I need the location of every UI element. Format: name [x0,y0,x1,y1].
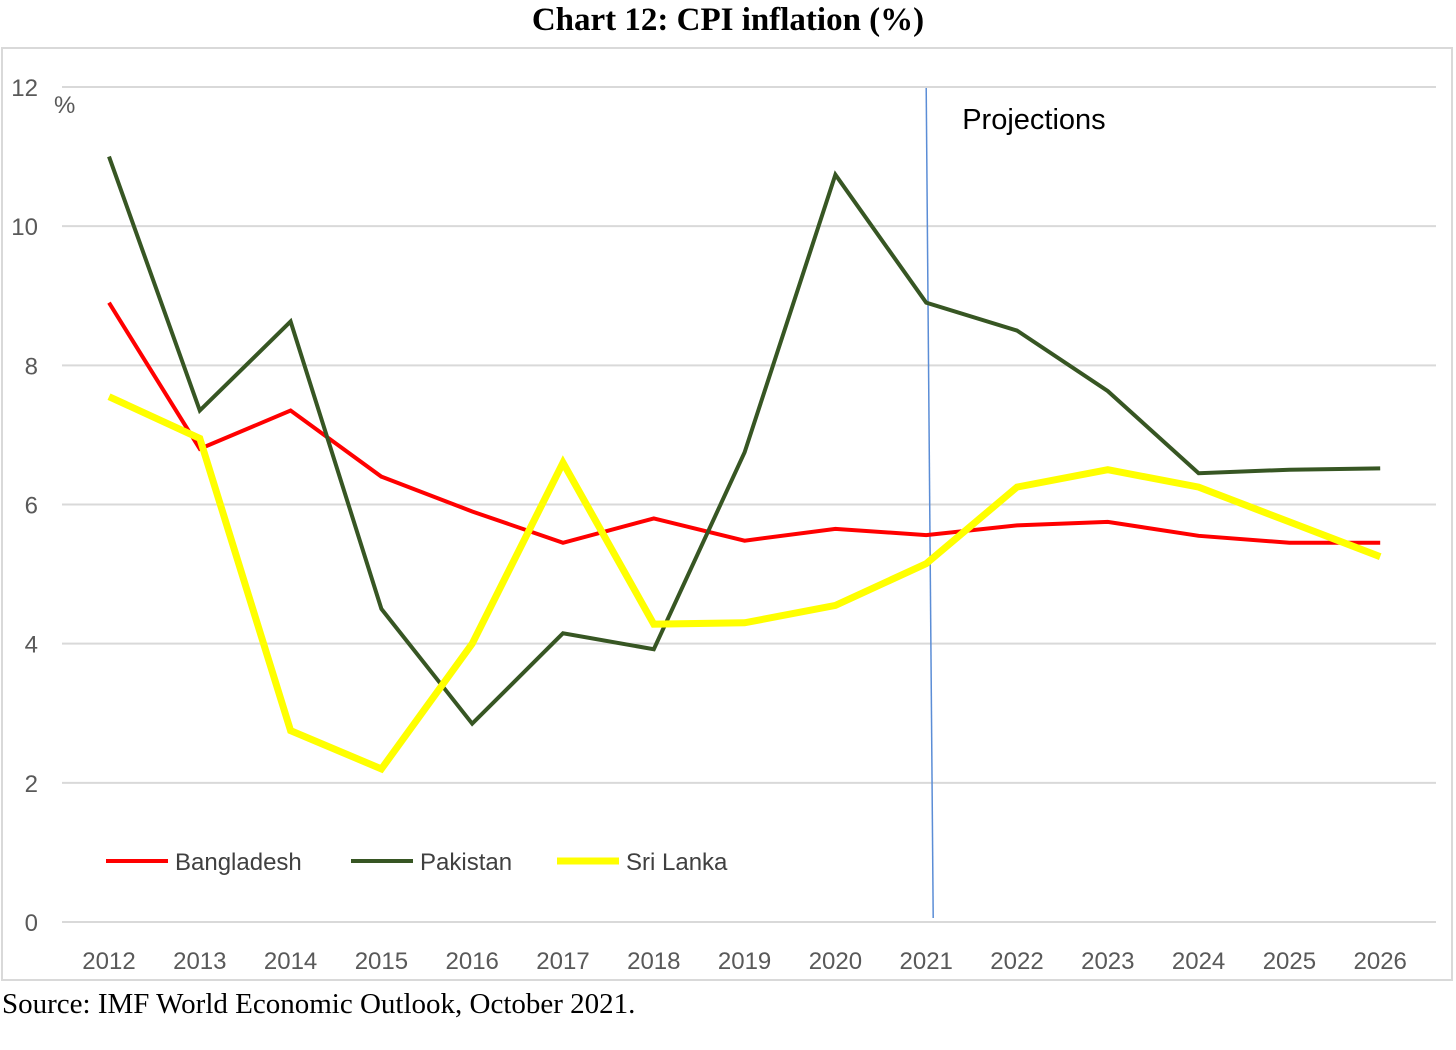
x-tick-label: 2023 [1081,948,1134,975]
legend: Bangladesh Pakistan Sri Lanka [106,849,728,876]
x-tick-label: 2018 [627,948,680,975]
series-line-bangladesh [107,301,1381,545]
x-tick-label: 2020 [809,948,862,975]
grid-layer [62,86,1436,923]
series-line-sri-lanka [107,393,1382,774]
series-layer [107,155,1382,774]
y-tick-label: 8 [25,353,38,380]
x-tick-label: 2019 [718,948,771,975]
chart-border [1,47,1453,981]
x-tick-label: 2015 [355,948,408,975]
x-tick-label: 2022 [990,948,1043,975]
y-tick-label: 2 [25,771,38,798]
x-tick-label: 2014 [264,948,317,975]
y-tick-label: 10 [11,214,38,241]
source-note: Source: IMF World Economic Outlook, Octo… [2,988,636,1020]
x-tick-label: 2021 [900,948,953,975]
projections-annotation: Projections [962,104,1105,136]
legend-label: Bangladesh [175,849,302,876]
x-tick-label: 2017 [536,948,589,975]
y-axis-label: % [54,92,75,119]
x-tick-label: 2026 [1354,948,1407,975]
y-tick-label: 4 [25,632,38,659]
y-tick-label: 0 [25,910,38,937]
projection-divider-line [925,87,934,919]
x-tick-label: 2025 [1263,948,1316,975]
x-tick-label: 2012 [82,948,135,975]
x-tick-label: 2016 [446,948,499,975]
legend-label: Pakistan [420,849,512,876]
x-axis-ticks: 2012 2013 2014 2015 2016 2017 2018 2019 2020 2021… [82,948,1407,975]
y-tick-label: 6 [25,493,38,520]
series-line-pakistan [107,155,1381,727]
x-tick-label: 2013 [173,948,226,975]
chart-title: Chart 12: CPI inflation (%) [531,2,925,38]
y-axis-ticks: 0 2 4 6 8 10 12 [11,75,38,937]
y-tick-label: 12 [11,75,38,102]
x-tick-label: 2024 [1172,948,1225,975]
legend-label: Sri Lanka [626,849,728,876]
